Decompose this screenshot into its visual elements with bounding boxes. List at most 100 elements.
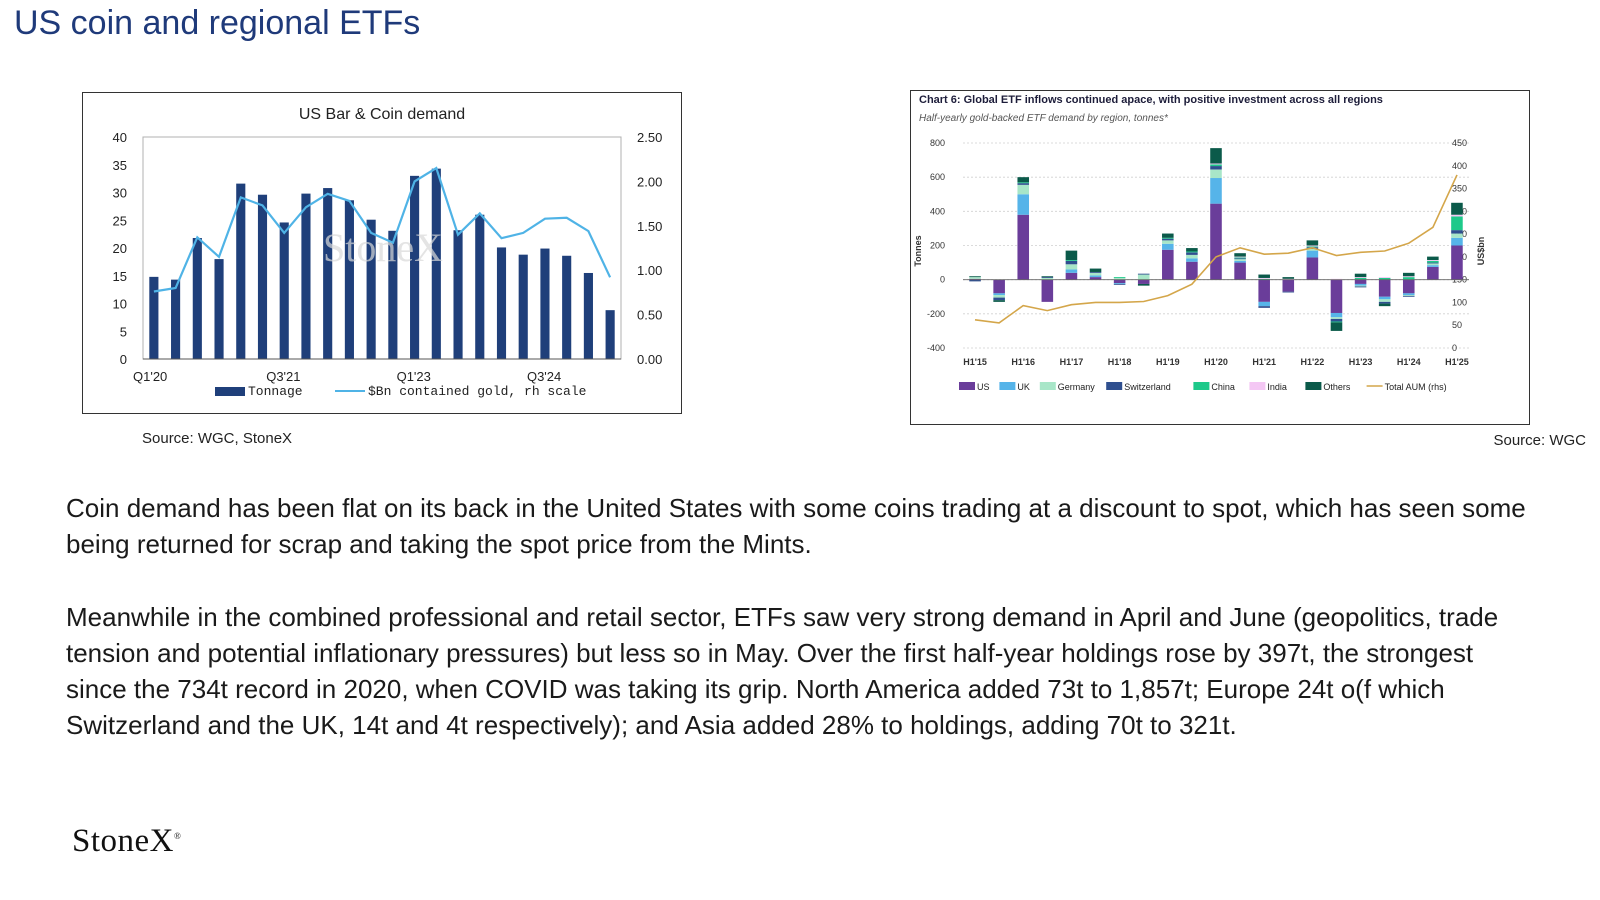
page-title: US coin and regional ETFs [14, 4, 421, 42]
chart2-bar-germany-H1'24 [1402, 295, 1415, 296]
chart2-y2-tick-label: 350 [1452, 184, 1467, 194]
chart2-bar-others-H1'16 [1017, 177, 1030, 183]
stonex-logo: StoneX® [72, 823, 181, 860]
chart1-bar-Q3'24 [540, 248, 550, 359]
chart2-bar-switzerland-H1'20 [1210, 166, 1222, 170]
chart2-x-tick-label: H1'22 [1301, 357, 1325, 367]
chart2-bar-us-H2'16 [1041, 279, 1054, 302]
chart1-bar-Q3'22 [366, 219, 376, 359]
chart2-x-tick-label: H1'19 [1156, 357, 1180, 367]
chart1-bar-Q3'20 [192, 238, 202, 359]
chart2-bar-uk-H1'22 [1306, 250, 1319, 258]
chart1-bar-Q2'20 [171, 279, 181, 359]
chart2-bar-india-H2'20 [1234, 256, 1246, 258]
chart2-bar-india-H2'22 [1330, 278, 1343, 280]
chart2-bar-uk-H2'17 [1089, 275, 1102, 278]
chart2-legend-label-us: US [977, 382, 990, 392]
chart2-legend-label-uk: UK [1017, 382, 1030, 392]
chart1-y-tick-label: 5 [120, 324, 127, 339]
chart2-bar-uk-H2'15 [993, 293, 1005, 296]
chart2-bar-china-H2'23 [1378, 277, 1391, 280]
chart2-bar-germany-H1'25 [1451, 233, 1463, 238]
chart2-bar-uk-H1'21 [1258, 301, 1270, 307]
chart2-bar-switzerland-H2'21 [1282, 291, 1295, 293]
chart2-bar-others-H2'19 [1186, 248, 1198, 252]
chart2-y-tick-label: 400 [930, 206, 945, 216]
chart1-y2-tick-label: 0.00 [637, 352, 662, 367]
chart1-bar-Q2'21 [257, 194, 268, 359]
chart2-bar-others-H1'23 [1354, 273, 1367, 278]
chart2-bar-china-H1'17 [1065, 260, 1078, 261]
chart2-bar-others-H2'21 [1282, 277, 1295, 279]
chart2-bar-us-H1'18 [1113, 279, 1126, 284]
chart1-watermark: StoneX [323, 225, 443, 270]
chart2-bar-germany-H1'22 [1306, 248, 1319, 251]
chart2-bar-germany-H2'24 [1427, 263, 1439, 266]
chart1-bar-Q1'20 [149, 276, 159, 359]
chart2-bar-uk-H1'25 [1451, 237, 1463, 246]
chart2-bar-switzerland-H1'16 [1017, 183, 1030, 185]
chart2-bar-switzerland-H1'18 [1113, 283, 1126, 285]
global-etf-inflows-svg: Chart 6: Global ETF inflows continued ap… [913, 94, 1486, 392]
chart2-title: Chart 6: Global ETF inflows continued ap… [919, 94, 1383, 106]
chart2-bar-china-H1'18 [1113, 277, 1126, 278]
chart2-bar-india-H1'25 [1451, 214, 1463, 217]
chart2-bar-germany-H1'17 [1065, 264, 1078, 270]
chart2-line-total-aum [974, 174, 1458, 324]
chart2-x-tick-label: H1'16 [1011, 357, 1035, 367]
chart2-bar-germany-H2'22 [1330, 317, 1343, 319]
chart2-bar-china-H1'24 [1402, 277, 1415, 280]
chart2-bar-others-H1'22 [1306, 240, 1319, 246]
chart2-bar-others-H1'25 [1451, 202, 1463, 215]
chart1-y2-tick-label: 1.00 [637, 263, 662, 278]
chart2-bar-others-H1'17 [1065, 250, 1078, 261]
chart2-y-axis-label: Tonnes [913, 235, 923, 266]
chart2-bar-others-H2'23 [1378, 303, 1391, 307]
chart2-x-tick-label: H1'15 [963, 357, 987, 367]
chart2-bar-uk-H1'18 [1113, 283, 1126, 284]
chart2-x-tick-label: H1'20 [1204, 357, 1228, 367]
chart2-bar-china-H2'20 [1234, 257, 1246, 259]
chart2-bar-switzerland-H2'20 [1234, 258, 1246, 260]
chart2-bar-uk-H1'16 [1017, 194, 1030, 215]
chart2-bar-germany-H2'15 [993, 295, 1005, 298]
chart1-bar-Q1'21 [236, 183, 246, 359]
chart2-x-tick-label: H1'17 [1060, 357, 1084, 367]
logo-text: StoneX [72, 823, 174, 859]
chart2-bar-switzerland-H1'21 [1258, 306, 1270, 308]
chart2-legend-label-china: China [1211, 382, 1235, 392]
chart2-bar-us-H2'19 [1186, 261, 1198, 280]
chart2-bar-china-H2'22 [1330, 321, 1343, 323]
chart2-bar-others-H2'15 [993, 300, 1005, 302]
chart2-legend-label-others: Others [1323, 382, 1351, 392]
chart2-source: Source: WGC [1493, 432, 1586, 449]
chart2-bar-india-H2'23 [1378, 277, 1391, 278]
chart1-bar-Q4'22 [388, 230, 398, 359]
chart2-y-tick-label: 0 [940, 275, 945, 285]
chart2-bar-switzerland-H2'24 [1427, 262, 1439, 264]
chart2-bar-us-H1'16 [1017, 214, 1030, 280]
chart2-bar-germany-H2'17 [1089, 272, 1102, 276]
chart2-bar-us-H2'20 [1234, 262, 1246, 280]
body-paragraph-etf-demand: Meanwhile in the combined professional a… [66, 602, 1499, 740]
chart2-bar-germany-H1'16 [1017, 184, 1030, 195]
chart2-bar-us-H1'22 [1306, 257, 1319, 280]
chart1-y-tick-label: 40 [113, 130, 127, 145]
chart2-legend-swatch-germany [1039, 382, 1056, 390]
chart1-legend-label-tonnage: Tonnage [248, 384, 303, 399]
chart1-x-tick-label: Q3'21 [266, 369, 300, 384]
chart2-bar-switzerland-H2'23 [1378, 301, 1391, 304]
chart2-legend-swatch-switzerland [1106, 382, 1123, 390]
chart2-bar-switzerland-H1'24 [1402, 295, 1415, 297]
chart2-bar-us-H2'21 [1282, 279, 1295, 292]
chart2-y-tick-label: -200 [927, 309, 945, 319]
chart2-bar-switzerland-H1'15 [969, 279, 981, 282]
chart2-bar-uk-H2'23 [1378, 296, 1391, 300]
chart2-legend-swatch-india [1249, 382, 1266, 390]
chart1-bar-Q1'22 [323, 188, 333, 359]
chart2-y2-tick-label: 450 [1452, 138, 1467, 148]
chart2-bar-germany-H1'18 [1113, 277, 1126, 280]
chart2-y2-tick-label: 50 [1452, 320, 1462, 330]
chart2-y-tick-label: 600 [930, 172, 945, 182]
chart2-bar-switzerland-H2'15 [993, 297, 1005, 301]
